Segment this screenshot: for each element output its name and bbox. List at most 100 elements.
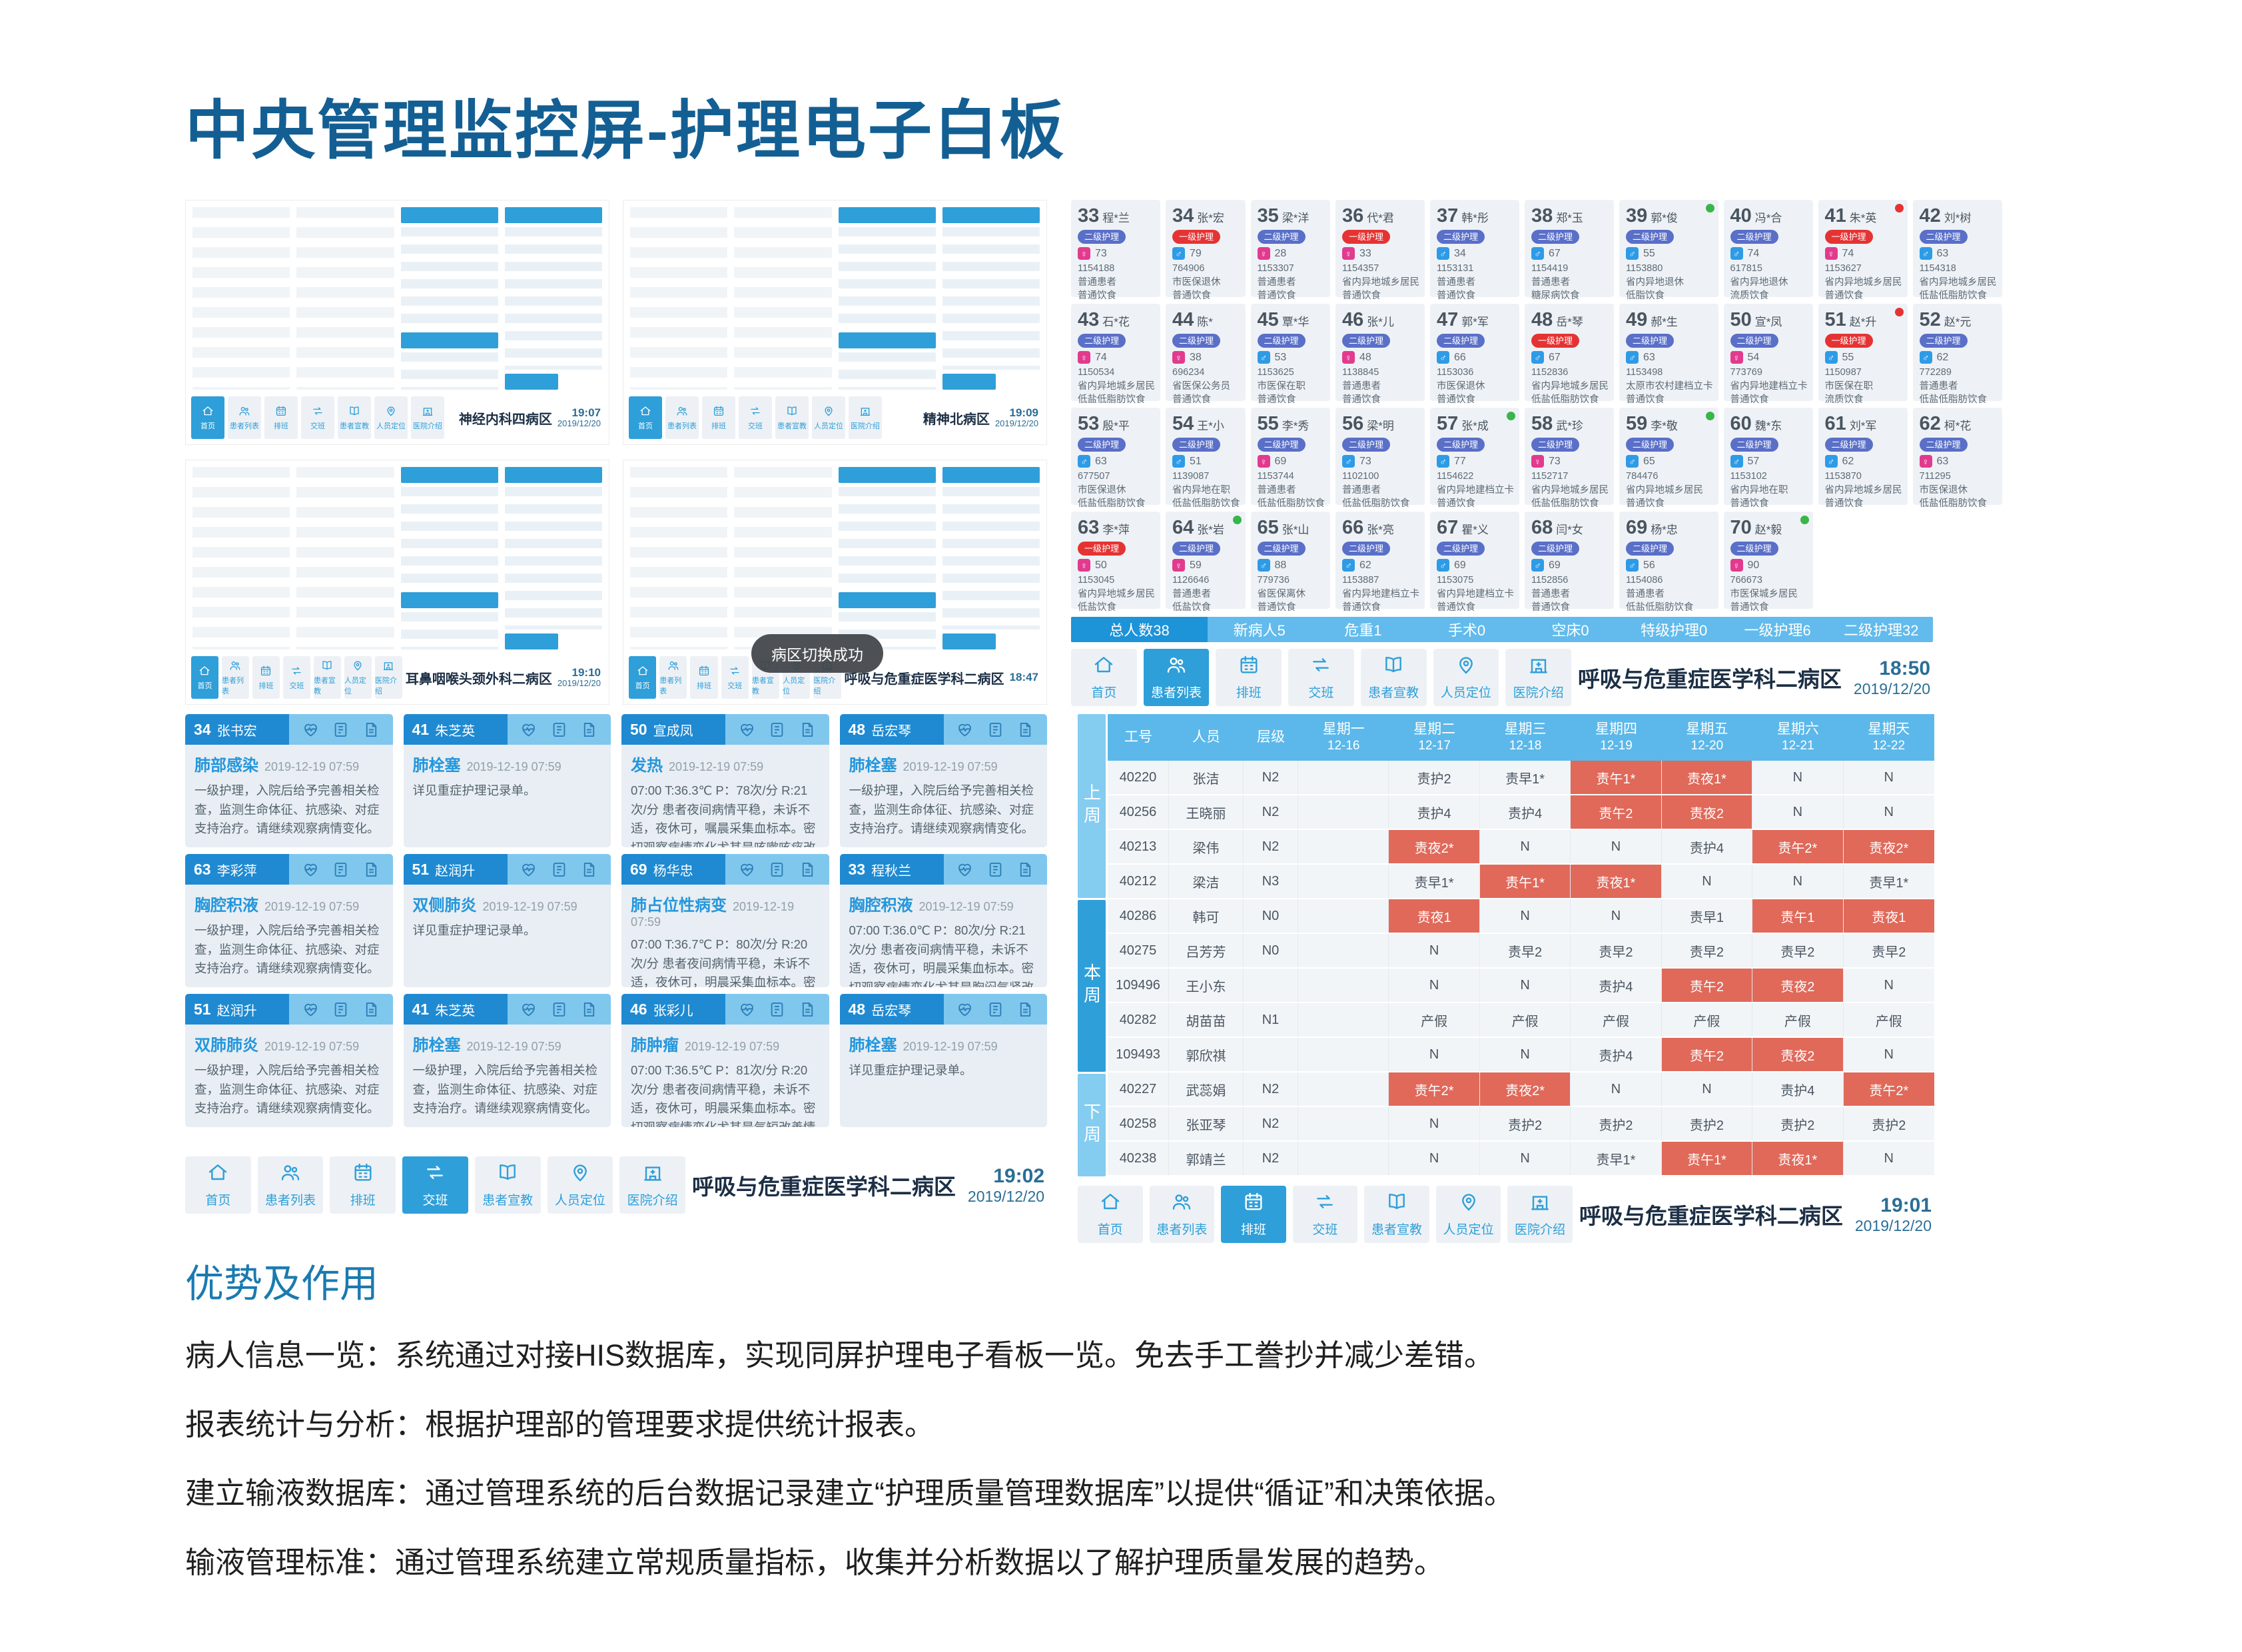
patient-card[interactable]: 63 李*萍 一级护理 ♀ 50 1153045 省内异地城乡居民 低盐饮食 [1071,512,1160,613]
care-record-icon[interactable] [986,1001,1004,1019]
patient-card[interactable]: 37 韩*彤 二级护理 ♂ 34 1153131 普通患者 普通饮食 [1430,200,1519,301]
patient-card[interactable]: 49 郝*生 二级护理 ♂ 63 1153498 太原市农村建档立卡 普通饮食 [1619,304,1718,405]
nav-item-handover[interactable]: 交班 [1292,1186,1358,1243]
ward-screen-thumbnail[interactable]: 首页 患者列表 排班 交班 患者宣教 人员定位 医院介绍 耳鼻咽喉头颈外科二病区 19:10 20… [185,460,609,705]
report-document-icon[interactable] [580,1001,598,1019]
patient-card[interactable]: 68 闫*女 二级护理 ♂ 69 1152856 普通患者 普通饮食 [1525,512,1614,613]
patient-card[interactable]: 66 张*亮 二级护理 ♂ 62 1153887 省内异地建档立卡 普通饮食 [1335,512,1425,613]
patient-card[interactable]: 53 殷*平 二级护理 ♂ 63 677507 市医保退休 低盐低脂肪饮食 [1071,408,1160,509]
handover-card[interactable]: 51 赵润升 双肺肺炎 2019-12-19 07:59 一级护理，入院后给予完善… [185,994,393,1127]
nav-item-handover[interactable]: 交班 [402,1156,468,1214]
handover-card[interactable]: 69 杨华忠 肺占位性病变 2019-12-19 07:59 07:00 T:36… [621,854,829,987]
stat-segment[interactable]: 手术0 [1447,622,1486,639]
handover-card[interactable]: 63 李彩萍 胸腔积液 2019-12-19 07:59 一级护理，入院后给予完善… [185,854,393,987]
vitals-monitor-icon[interactable] [738,1001,756,1019]
care-record-icon[interactable] [550,1001,568,1019]
nav-item-education[interactable]: 患者宣教 [313,656,341,699]
report-document-icon[interactable] [799,721,817,739]
patient-card[interactable]: 52 赵*元 二级护理 ♂ 62 772289 普通患者 低盐低脂肪饮食 [1912,304,2002,405]
nav-item-location[interactable]: 人员定位 [1433,649,1499,706]
patient-card[interactable]: 70 赵*毅 二级护理 ♀ 90 766673 市医保城乡居民 普通饮食 [1723,512,1813,613]
nav-item-home[interactable]: 首页 [191,656,218,699]
nav-item-patients[interactable]: 患者列表 [257,1156,324,1214]
report-document-icon[interactable] [1016,1001,1034,1019]
report-document-icon[interactable] [362,861,380,879]
patient-card[interactable]: 38 郑*玉 二级护理 ♂ 67 1154419 普通患者 糖尿病饮食 [1525,200,1614,301]
stat-segment[interactable]: 总人数38 [1071,617,1208,642]
nav-item-location[interactable]: 人员定位 [1435,1186,1501,1243]
patient-card[interactable]: 59 李*敬 二级护理 ♂ 65 784476 省内异地城乡居民 普通饮食 [1619,408,1718,509]
vitals-monitor-icon[interactable] [520,1001,538,1019]
nav-item-patients[interactable]: 患者列表 [221,656,249,699]
nav-item-hospital[interactable]: 医院介绍 [1505,649,1571,706]
ward-screen-thumbnail[interactable]: 首页 患者列表 排班 交班 患者宣教 人员定位 医院介绍 呼吸与危重症医学科二病区 18:47 [623,460,1047,705]
vitals-monitor-icon[interactable] [956,861,974,879]
patient-card[interactable]: 48 岳*琴 一级护理 ♂ 67 1152836 省内异地城乡居民 低盐低脂肪饮… [1525,304,1614,405]
patient-card[interactable]: 39 郭*俊 二级护理 ♂ 55 1153880 省内异地退休 低脂饮食 [1619,200,1718,301]
handover-card[interactable]: 51 赵润升 双侧肺炎 2019-12-19 07:59 详见重症护理记录单。 [403,854,611,987]
patient-card[interactable]: 55 李*秀 二级护理 ♀ 69 1153744 普通患者 低盐低脂肪饮食 [1250,408,1330,509]
care-record-icon[interactable] [332,861,350,879]
care-record-icon[interactable] [986,861,1004,879]
nav-item-education[interactable]: 患者宣教 [338,396,371,439]
vitals-monitor-icon[interactable] [956,1001,974,1019]
nav-item-patients[interactable]: 患者列表 [228,396,261,439]
nav-item-location[interactable]: 人员定位 [344,656,372,699]
nav-item-handover[interactable]: 交班 [1288,649,1354,706]
vitals-monitor-icon[interactable] [956,721,974,739]
vitals-monitor-icon[interactable] [738,721,756,739]
handover-card[interactable]: 34 张书宏 肺部感染 2019-12-19 07:59 一级护理，入院后给予完善… [185,714,393,847]
nav-item-home[interactable]: 首页 [185,1156,251,1214]
stat-segment[interactable]: 危重1 [1344,622,1382,639]
patient-card[interactable]: 57 张*成 二级护理 ♂ 77 1154622 省内异地建档立卡 普通饮食 [1430,408,1519,509]
nav-item-education[interactable]: 患者宣教 [775,396,809,439]
ward-screen-thumbnail[interactable]: 首页 患者列表 排班 交班 患者宣教 人员定位 医院介绍 神经内科四病区 19:07 2019/1… [185,200,609,445]
patient-card[interactable]: 58 武*珍 二级护理 ♀ 73 1152717 省内异地城乡居民 低盐低脂肪饮… [1525,408,1614,509]
handover-card[interactable]: 41 朱芝英 肺栓塞 2019-12-19 07:59 详见重症护理记录单。 [403,714,611,847]
patient-card[interactable]: 60 魏*东 二级护理 ♂ 57 1153102 省内异地在职 普通饮食 [1723,408,1813,509]
patient-card[interactable]: 47 郭*军 二级护理 ♂ 66 1153036 市医保退休 普通饮食 [1430,304,1519,405]
care-record-icon[interactable] [550,721,568,739]
patient-card[interactable]: 41 朱*英 一级护理 ♀ 74 1153627 省内异地城乡居民 普通饮食 [1818,200,1908,301]
patient-card[interactable]: 62 柯*花 二级护理 ♀ 63 711295 市医保退休 低盐低脂肪饮食 [1912,408,2002,509]
patient-card[interactable]: 45 覃*华 二级护理 ♂ 53 1153625 市医保在职 普通饮食 [1250,304,1330,405]
nav-item-home[interactable]: 首页 [191,396,224,439]
nav-item-schedule[interactable]: 排班 [690,656,718,699]
patient-card[interactable]: 64 张*岩 二级护理 ♀ 59 1126646 普通患者 低盐饮食 [1166,512,1246,613]
nav-item-handover[interactable]: 交班 [721,656,749,699]
stat-segment[interactable]: 新病人5 [1233,622,1286,639]
ward-screen-thumbnail[interactable]: 首页 患者列表 排班 交班 患者宣教 人员定位 医院介绍 精神北病区 19:09 2019/12/… [623,200,1047,445]
nav-item-location[interactable]: 人员定位 [547,1156,613,1214]
nav-item-home[interactable]: 首页 [1071,649,1137,706]
report-document-icon[interactable] [580,861,598,879]
report-document-icon[interactable] [1016,721,1034,739]
patient-card[interactable]: 61 刘*军 二级护理 ♂ 62 1153870 省内异地城乡居民 普通饮食 [1818,408,1908,509]
patient-card[interactable]: 42 刘*树 二级护理 ♂ 63 1154318 省内异地城乡居民 低盐低脂肪饮… [1912,200,2002,301]
nav-item-education[interactable]: 患者宣教 [474,1156,541,1214]
patient-card[interactable]: 54 王*小 二级护理 ♂ 51 1139087 省内异地在职 低盐低脂肪饮食 [1166,408,1246,509]
patient-card[interactable]: 44 陈* 二级护理 ♀ 38 696234 省医保公务员 普通饮食 [1166,304,1246,405]
patient-card[interactable]: 56 梁*明 二级护理 ♂ 73 1102100 普通患者 低盐低脂肪饮食 [1335,408,1425,509]
patient-card[interactable]: 36 代*君 一级护理 ♀ 33 1154357 省内异地城乡居民 普通饮食 [1335,200,1425,301]
care-record-icon[interactable] [550,861,568,879]
care-record-icon[interactable] [768,1001,786,1019]
nav-item-education[interactable]: 患者宣教 [1360,649,1427,706]
nav-item-handover[interactable]: 交班 [739,396,772,439]
vitals-monitor-icon[interactable] [302,861,320,879]
nav-item-schedule[interactable]: 排班 [1216,649,1282,706]
stat-segment[interactable]: 二级护理32 [1844,622,1919,639]
nav-item-location[interactable]: 人员定位 [374,396,408,439]
report-document-icon[interactable] [362,1001,380,1019]
stat-segment[interactable]: 特级护理0 [1640,622,1708,639]
nav-item-schedule[interactable]: 排班 [330,1156,396,1214]
care-record-icon[interactable] [986,721,1004,739]
handover-card[interactable]: 41 朱芝英 肺栓塞 2019-12-19 07:59 一级护理，入院后给予完善相… [403,994,611,1127]
handover-card[interactable]: 50 宣成凤 发热 2019-12-19 07:59 07:00 T:36.3℃ … [621,714,829,847]
care-record-icon[interactable] [768,721,786,739]
nav-item-home[interactable]: 首页 [1078,1186,1143,1243]
patient-card[interactable]: 69 杨*忠 二级护理 ♂ 56 1154086 普通患者 低盐低脂肪饮食 [1619,512,1718,613]
handover-card[interactable]: 46 张彩儿 肺肿瘤 2019-12-19 07:59 07:00 T:36.5℃… [621,994,829,1127]
handover-card[interactable]: 48 岳宏琴 肺栓塞 2019-12-19 07:59 一级护理，入院后给予完善相… [839,714,1047,847]
patient-card[interactable]: 33 程*兰 二级护理 ♀ 73 1154188 普通患者 普通饮食 [1071,200,1160,301]
patient-card[interactable]: 67 瞿*义 二级护理 ♂ 69 1153075 省内异地建档立卡 普通饮食 [1430,512,1519,613]
